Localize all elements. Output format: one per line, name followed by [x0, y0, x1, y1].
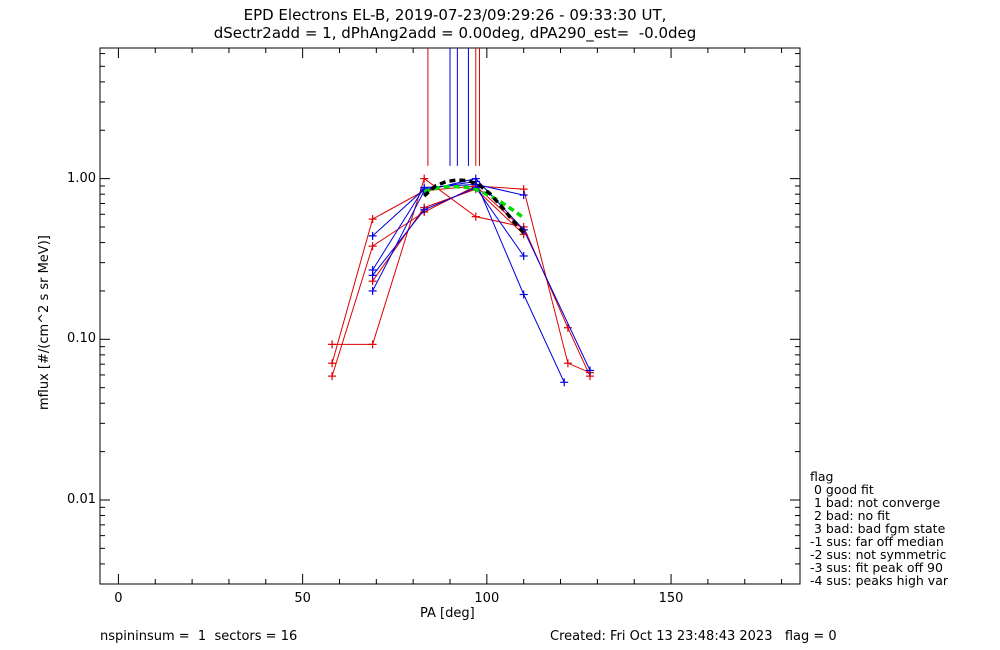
series-blue-7-line — [372, 178, 591, 371]
data-point — [560, 378, 569, 387]
x-tick-label: 0 — [114, 591, 123, 606]
legend-item: 2 bad: no fit — [810, 508, 890, 523]
series-black-9-line — [423, 178, 526, 234]
data-point — [519, 290, 528, 299]
x-tick-label: 50 — [294, 591, 311, 606]
data-point — [586, 366, 594, 375]
footer-left: nspininsum = 1 sectors = 16 — [100, 629, 298, 644]
x-tick-label: 150 — [658, 591, 684, 606]
series-layer — [328, 174, 594, 387]
data-point — [368, 242, 377, 251]
chart-title: EPD Electrons EL-B, 2019-07-23/09:29:26 … — [243, 6, 667, 24]
legend-item: 0 good fit — [810, 482, 874, 497]
data-point — [563, 359, 572, 368]
y-axis-label: mflux [#/(cm^2 s sr MeV)] — [37, 235, 52, 410]
series-blue-6-line — [372, 186, 525, 276]
footer-right: Created: Fri Oct 13 23:48:43 2023 flag =… — [550, 629, 837, 644]
vertical-lines — [427, 48, 480, 166]
series-green-8-line — [423, 185, 525, 220]
legend-item: -4 sus: peaks high var — [810, 573, 949, 588]
axis-ticks — [100, 48, 800, 585]
data-point — [368, 231, 377, 240]
y-tick-label: 0.01 — [67, 491, 96, 507]
series-blue-5-line — [372, 183, 524, 271]
data-point — [328, 340, 337, 349]
data-point — [328, 372, 337, 381]
data-point — [519, 191, 528, 200]
legend-item: 3 bad: bad fgm state — [810, 521, 946, 536]
x-axis-label: PA [deg] — [420, 606, 475, 621]
y-tick-label: 0.10 — [67, 331, 96, 347]
data-point — [368, 340, 377, 349]
x-tick-label: 100 — [474, 591, 500, 606]
data-point — [563, 323, 572, 332]
legend-item: -3 sus: fit peak off 90 — [810, 560, 943, 575]
data-point — [420, 205, 429, 214]
data-point — [420, 174, 429, 183]
series-red-0-line — [332, 177, 591, 377]
data-point — [471, 212, 480, 221]
data-point — [368, 286, 377, 295]
data-point — [368, 271, 377, 280]
data-point — [519, 251, 528, 260]
data-point — [368, 215, 377, 224]
legend-item: -1 sus: far off median — [810, 534, 944, 549]
chart-subtitle: dSectr2add = 1, dPhAng2add = 0.00deg, dP… — [213, 24, 697, 42]
y-tick-label: 1.00 — [67, 170, 96, 186]
legend-item: -2 sus: not symmetric — [810, 547, 947, 562]
data-point — [328, 359, 337, 368]
series-red-2-line — [331, 185, 525, 364]
legend-item: 1 bad: not converge — [810, 495, 941, 510]
legend-title: flag — [810, 469, 834, 484]
data-point — [471, 174, 480, 183]
